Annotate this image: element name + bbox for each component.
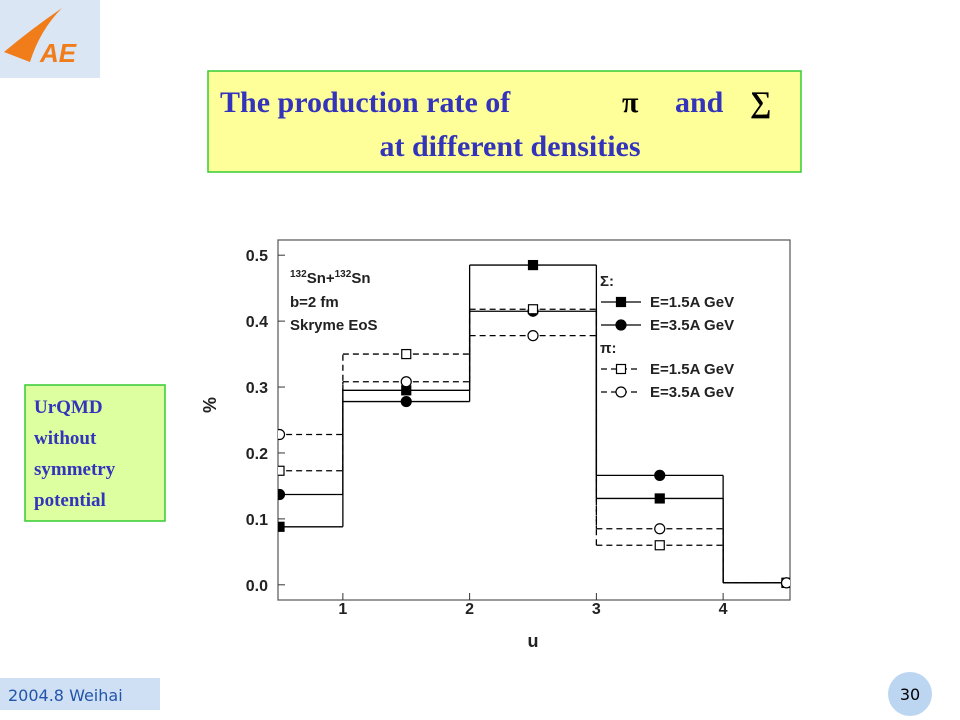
legend-marker <box>615 319 627 331</box>
title-box <box>207 70 802 173</box>
legend-label: E=1.5A GeV <box>650 361 734 378</box>
element: Sn+ <box>307 270 335 287</box>
x-tick-label: 4 <box>719 601 728 618</box>
marker <box>527 330 539 342</box>
marker <box>654 523 666 535</box>
title-symbol: ∑ <box>750 86 771 119</box>
marker <box>278 488 286 501</box>
note-line: symmetry <box>34 459 116 480</box>
marker <box>654 493 665 504</box>
marker <box>278 465 285 476</box>
system-label: 132Sn+132Sn <box>290 269 370 287</box>
annotation: Skryme EoS <box>290 317 378 334</box>
legend-label: E=3.5A GeV <box>650 384 734 401</box>
plot-frame <box>277 239 791 601</box>
x-axis-label: u <box>528 631 539 651</box>
y-tick-label: 0.4 <box>246 314 268 331</box>
legend-marker <box>615 363 627 375</box>
mass-number: 132 <box>335 269 352 280</box>
y-tick-label: 0.1 <box>246 512 268 529</box>
note-line: without <box>34 428 97 449</box>
legend-label: E=1.5A GeV <box>650 294 734 311</box>
x-tick-label: 1 <box>338 601 347 618</box>
note-line: potential <box>34 490 106 511</box>
marker <box>527 259 539 271</box>
legend-title: π: <box>600 340 616 357</box>
x-tick-label: 2 <box>465 601 474 618</box>
title-symbol: π <box>622 86 639 119</box>
note-box <box>24 384 166 522</box>
marker <box>401 348 412 360</box>
note: UrQMD without symmetry potential <box>34 397 116 511</box>
y-tick-label: 0.5 <box>246 248 268 265</box>
marker <box>278 428 286 441</box>
footer-bg <box>0 678 160 710</box>
annotation: b=2 fm <box>290 294 339 311</box>
marker <box>278 521 285 532</box>
logo-text: AE <box>39 38 77 68</box>
page-number: 30 <box>900 685 920 704</box>
title-joiner: and <box>675 86 724 119</box>
marker <box>400 376 412 388</box>
legend-marker <box>615 296 627 308</box>
plot-area <box>278 259 790 589</box>
marker <box>654 469 666 481</box>
y-tick-label: 0.0 <box>246 578 268 595</box>
y-tick-label: 0.2 <box>246 446 268 463</box>
mass-number: 132 <box>290 269 307 280</box>
marker <box>654 540 665 551</box>
page-badge <box>888 672 932 716</box>
marker <box>400 395 412 408</box>
legend-label: E=3.5A GeV <box>650 317 734 334</box>
y-tick-label: 0.3 <box>246 380 268 397</box>
marker <box>780 577 790 589</box>
legend-title: Σ: <box>600 273 614 290</box>
title-line1: The production rate of <box>220 86 511 119</box>
element: Sn <box>351 270 370 287</box>
x-tick-label: 3 <box>592 601 601 618</box>
title-line2: at different densities <box>379 130 640 163</box>
marker <box>527 304 539 315</box>
note-line: UrQMD <box>34 397 103 418</box>
logo-bg <box>0 0 100 78</box>
y-axis-label: % <box>200 397 220 413</box>
legend-marker <box>615 386 627 398</box>
logo-swoosh <box>4 8 62 62</box>
footer-text: 2004.8 Weihai <box>8 686 123 705</box>
